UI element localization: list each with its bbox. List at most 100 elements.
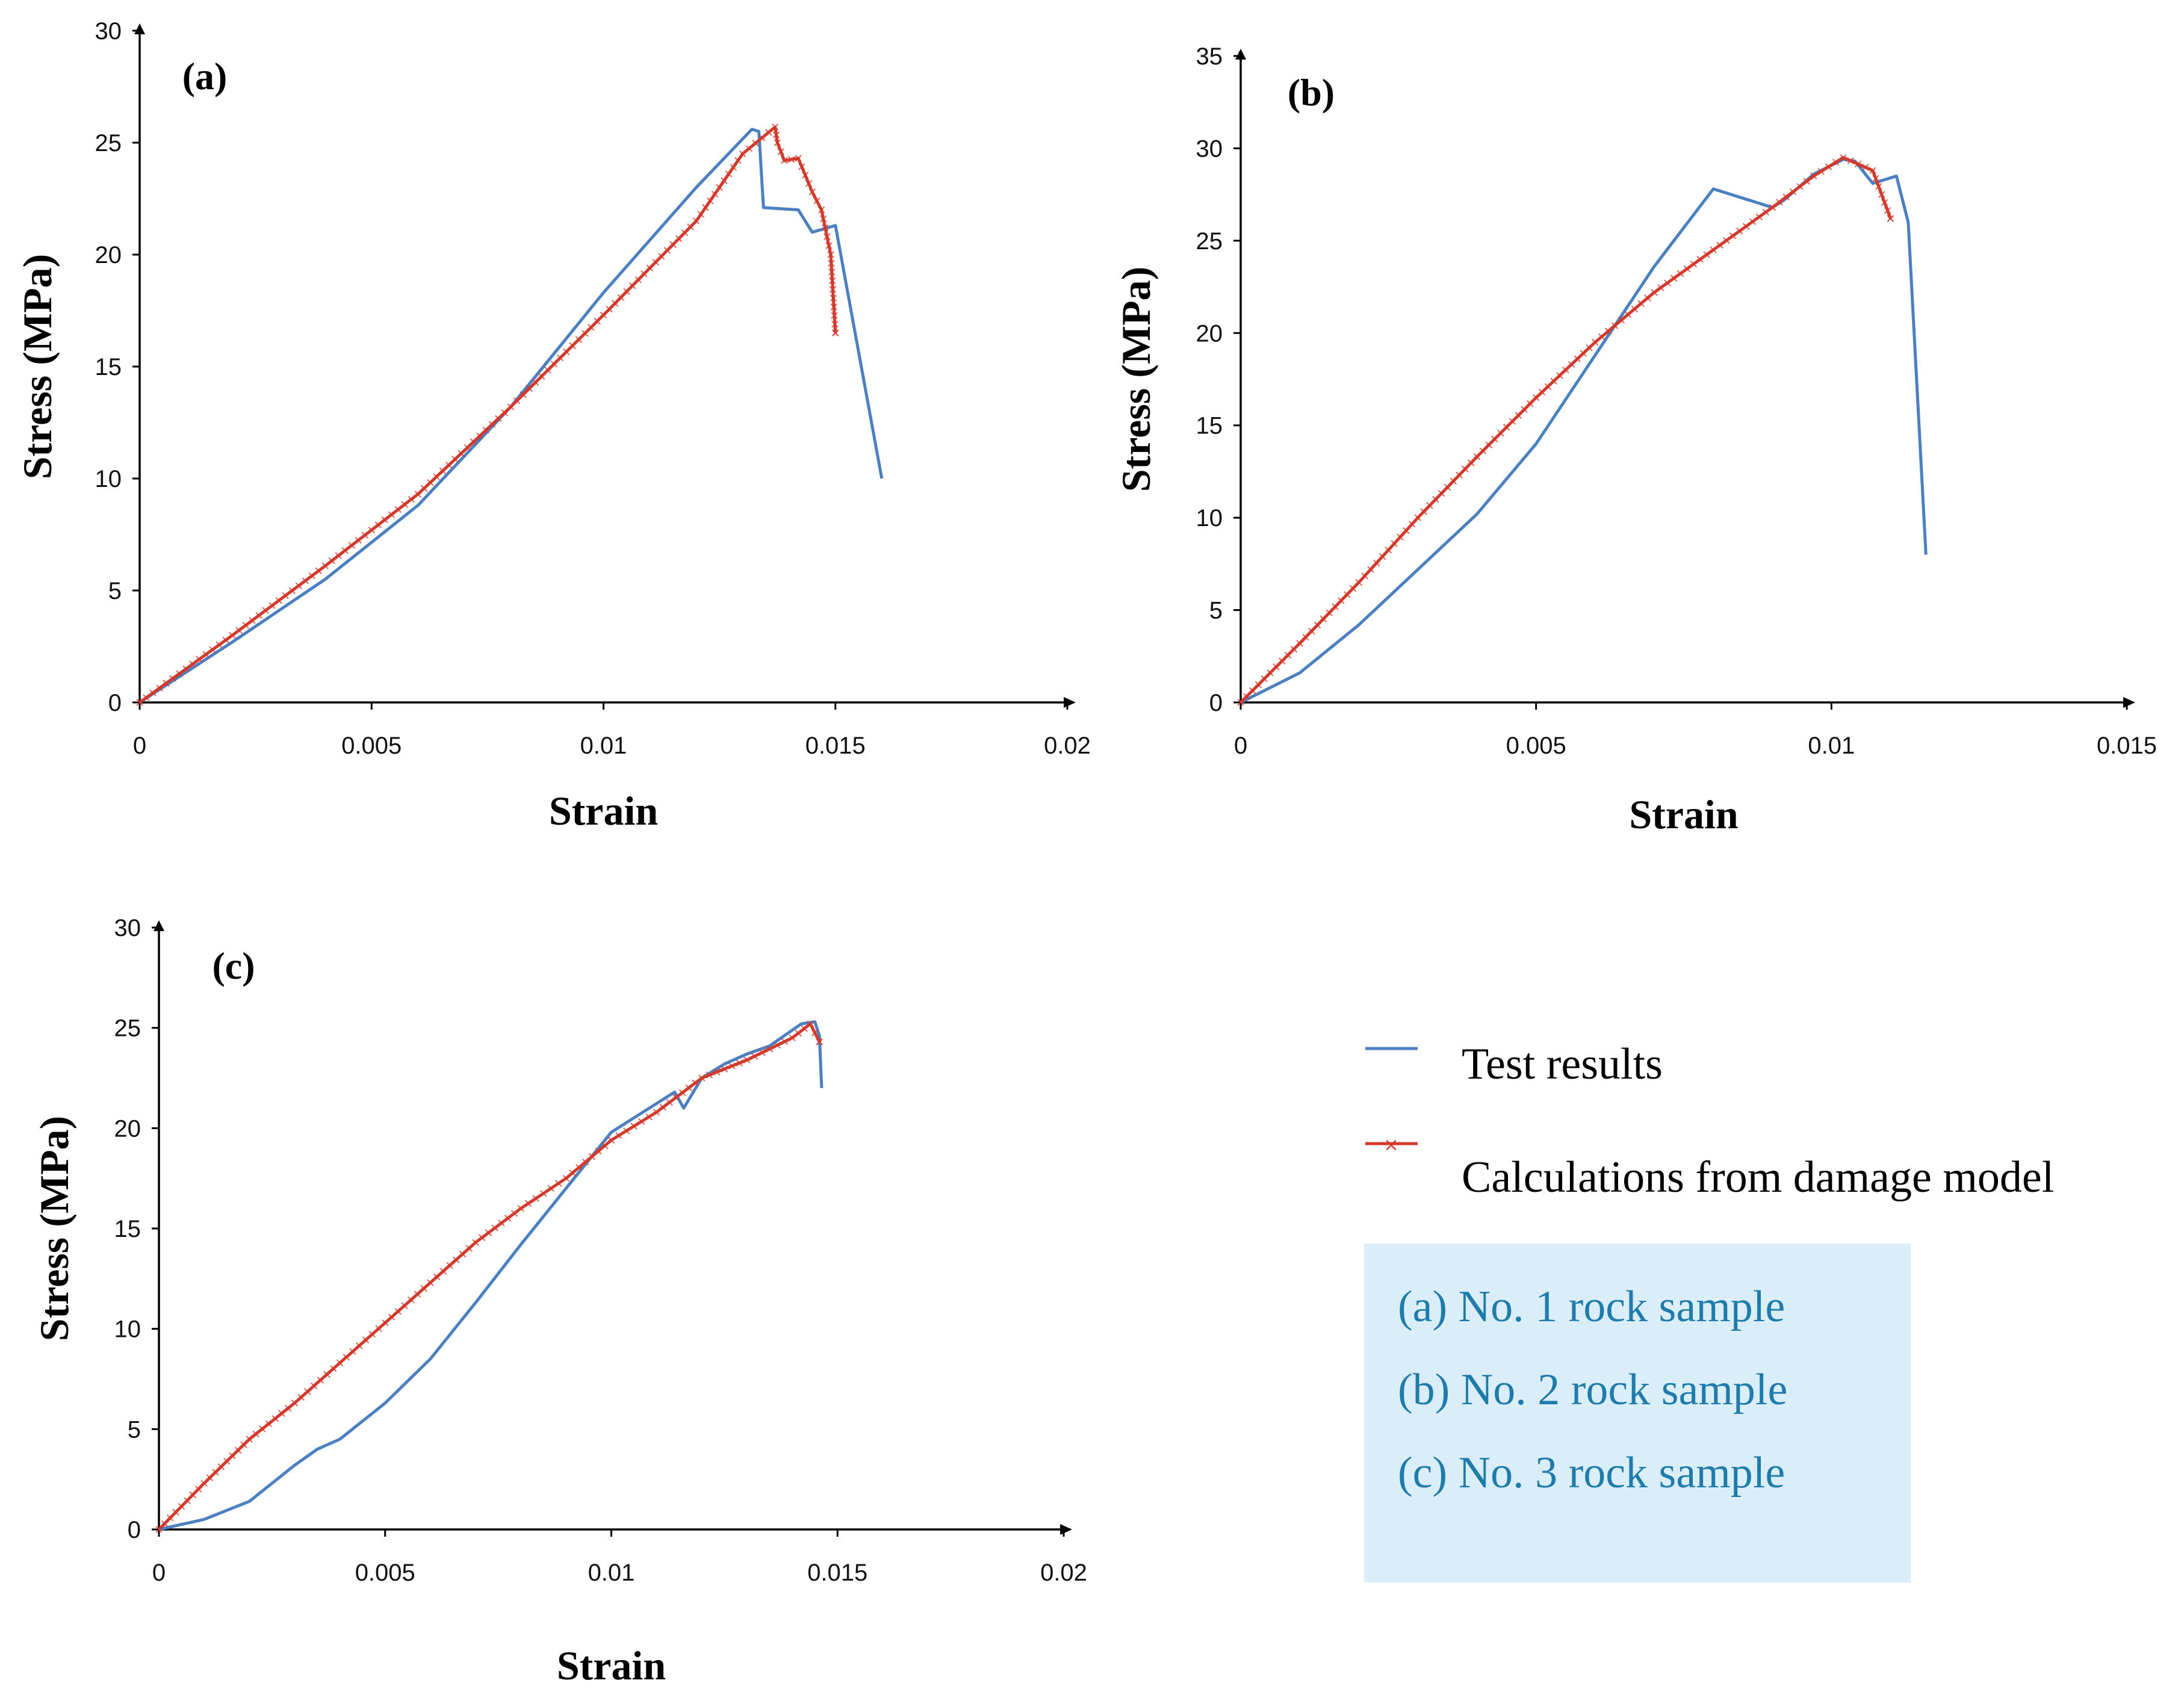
data-point-marker — [1468, 459, 1475, 466]
data-point-marker — [822, 224, 829, 232]
data-point-marker — [1782, 193, 1790, 200]
data-point-marker — [229, 631, 236, 639]
data-point-marker — [687, 223, 694, 231]
data-point-marker — [1320, 615, 1327, 623]
data-point-marker — [1683, 265, 1691, 273]
data-point-marker — [315, 567, 322, 575]
data-point-marker — [638, 1118, 645, 1125]
data-point-marker — [1278, 657, 1286, 665]
data-point-marker — [801, 1025, 808, 1032]
data-point-marker — [659, 1103, 667, 1111]
data-point-marker — [433, 473, 440, 480]
data-point-marker — [745, 144, 753, 152]
data-point-marker — [161, 1520, 169, 1528]
data-point-marker — [212, 1469, 219, 1476]
data-point-marker — [594, 317, 601, 325]
data-point-marker — [581, 330, 589, 337]
data-point-marker — [282, 592, 289, 600]
data-point-marker — [736, 1059, 743, 1067]
data-point-marker — [652, 258, 659, 266]
data-point-marker — [510, 1210, 518, 1217]
data-point-marker — [507, 403, 515, 411]
y-tick-label: 5 — [108, 578, 122, 604]
data-point-marker — [1637, 300, 1645, 307]
data-point-marker — [820, 215, 827, 223]
y-tick-label: 5 — [128, 1416, 141, 1443]
data-point-marker — [759, 134, 766, 141]
data-point-marker — [1426, 502, 1433, 509]
data-point-marker — [1509, 418, 1516, 425]
data-point-marker — [816, 1038, 823, 1046]
data-point-marker — [601, 1142, 609, 1150]
data-point-marker — [249, 616, 256, 624]
data-point-marker — [666, 1098, 673, 1106]
x-tick-label: 0.015 — [807, 1560, 867, 1586]
data-point-marker — [1403, 527, 1410, 534]
data-point-marker — [268, 602, 276, 609]
data-point-marker — [464, 444, 471, 451]
data-point-marker — [1491, 435, 1498, 443]
data-point-marker — [382, 1319, 389, 1327]
data-point-marker — [368, 526, 375, 534]
series-test-results — [138, 128, 884, 704]
data-point-marker — [716, 184, 723, 191]
data-point-marker — [1243, 693, 1250, 700]
data-point-marker — [795, 1029, 802, 1037]
data-point-marker — [730, 164, 737, 171]
data-point-marker — [672, 1094, 680, 1101]
x-axis-arrow — [2123, 697, 2135, 708]
data-point-marker — [544, 367, 551, 374]
data-point-marker — [645, 1113, 653, 1121]
y-axis-title: Stress (MPa) — [14, 254, 60, 480]
data-point-marker — [1326, 609, 1333, 616]
x-axis-title: Strain — [557, 1643, 666, 1688]
series-line — [138, 125, 837, 704]
series-line — [158, 1022, 821, 1531]
data-point-marker — [271, 1415, 279, 1422]
data-point-marker — [310, 1382, 318, 1390]
data-point-marker — [504, 1215, 512, 1222]
data-point-marker — [801, 172, 809, 179]
data-point-marker — [1854, 160, 1862, 168]
data-point-marker — [381, 516, 388, 524]
data-point-marker — [1651, 289, 1658, 296]
data-point-marker — [482, 426, 490, 434]
data-point-marker — [156, 684, 163, 692]
data-point-marker — [1703, 251, 1710, 258]
data-point-marker — [1810, 172, 1817, 180]
data-point-marker — [1332, 603, 1339, 610]
sample-notes-box: (a) No. 1 rock sample (b) No. 2 rock sam… — [1364, 1244, 1911, 1582]
data-point-marker — [702, 204, 709, 211]
y-tick-label: 15 — [114, 1216, 141, 1242]
data-point-marker — [728, 1062, 736, 1070]
data-point-marker — [1284, 651, 1292, 659]
data-point-marker — [811, 1029, 819, 1036]
data-point-marker — [781, 157, 788, 164]
data-point-marker — [1775, 199, 1783, 206]
data-point-marker — [1420, 508, 1427, 515]
data-point-marker — [1592, 338, 1599, 346]
data-point-marker — [824, 233, 831, 240]
data-point-marker — [831, 312, 838, 319]
x-tick-label: 0 — [1234, 733, 1247, 759]
data-point-marker — [772, 131, 780, 138]
data-point-marker — [1521, 406, 1528, 414]
notes-background — [1364, 1244, 1911, 1582]
y-tick-label: 25 — [114, 1015, 141, 1042]
data-point-marker — [641, 270, 648, 277]
data-point-marker — [184, 1497, 191, 1504]
data-point-marker — [1485, 441, 1492, 448]
data-point-marker — [1887, 215, 1894, 222]
data-point-marker — [1847, 157, 1854, 164]
data-point-marker — [1450, 477, 1457, 485]
x-tick-label: 0.01 — [588, 1560, 635, 1586]
data-point-marker — [706, 1071, 713, 1079]
series-line — [1239, 156, 1892, 704]
data-point-marker — [1832, 158, 1840, 166]
series-calculations-from-damage-model — [155, 1020, 823, 1533]
data-point-marker — [196, 655, 203, 663]
data-point-marker — [1598, 333, 1605, 341]
data-point-marker — [681, 229, 689, 237]
data-point-marker — [407, 1296, 415, 1304]
data-point-marker — [807, 1020, 814, 1027]
